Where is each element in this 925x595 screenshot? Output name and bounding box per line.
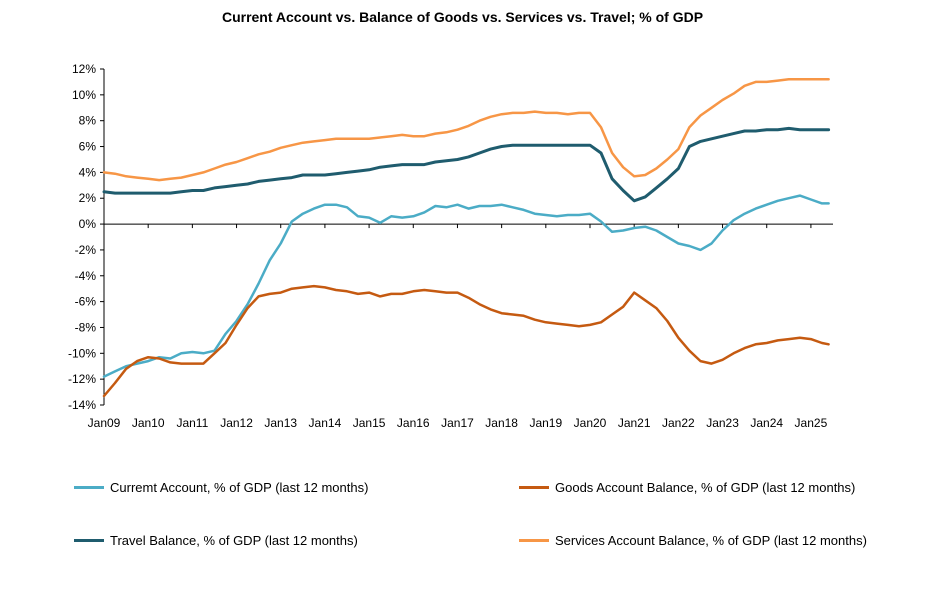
legend-item-goods-balance: Goods Account Balance, % of GDP (last 12… [519, 480, 855, 495]
x-tick-label: Jan18 [485, 416, 518, 430]
x-tick-label: Jan11 [176, 416, 208, 430]
y-tick-label: -12% [68, 372, 96, 386]
y-tick-label: 6% [79, 140, 97, 154]
x-tick-label: Jan22 [662, 416, 695, 430]
legend-item-services-balance: Services Account Balance, % of GDP (last… [519, 533, 867, 548]
x-tick-label: Jan23 [706, 416, 739, 430]
legend-item-travel-balance: Travel Balance, % of GDP (last 12 months… [74, 533, 358, 548]
x-tick-label: Jan10 [132, 416, 165, 430]
legend-swatch-services-balance [519, 539, 549, 542]
legend-swatch-travel-balance [74, 539, 104, 542]
series-lines-group [102, 78, 831, 398]
y-tick-label: 8% [79, 114, 97, 128]
x-tick-label: Jan21 [618, 416, 651, 430]
y-tick-label: -14% [68, 398, 96, 412]
x-tick-label: Jan19 [529, 416, 562, 430]
legend-item-current-account: Curremt Account, % of GDP (last 12 month… [74, 480, 368, 495]
y-tick-label: -10% [68, 346, 96, 360]
x-tick-label: Jan24 [750, 416, 783, 430]
x-tick-label: Jan25 [795, 416, 828, 430]
y-tick-label: -8% [75, 320, 97, 334]
x-tick-label: Jan17 [441, 416, 474, 430]
series-line-current-account [102, 194, 830, 378]
series-line-services-balance [102, 78, 830, 182]
axes-group [100, 68, 833, 406]
y-tick-label: 10% [72, 88, 96, 102]
legend-label-goods-balance: Goods Account Balance, % of GDP (last 12… [555, 480, 856, 495]
legend-swatch-goods-balance [519, 486, 549, 489]
y-tick-label: -2% [75, 243, 97, 257]
x-tick-labels-group: Jan09 Jan10 Jan11 Jan12 Jan13 Jan14 Jan15 Jan16… [88, 416, 828, 430]
y-tick-label: 2% [79, 191, 97, 205]
legend-label-travel-balance: Travel Balance, % of GDP (last 12 months… [110, 533, 358, 548]
y-tick-label: -6% [75, 295, 97, 309]
y-tick-label: 4% [79, 165, 97, 179]
x-tick-label: Jan16 [397, 416, 430, 430]
x-tick-label: Jan14 [309, 416, 342, 430]
legend-label-services-balance: Services Account Balance, % of GDP (last… [555, 533, 867, 548]
x-tick-label: Jan12 [220, 416, 253, 430]
chart-title: Current Account vs. Balance of Goods vs.… [221, 9, 704, 25]
legend-label-current-account: Curremt Account, % of GDP (last 12 month… [110, 480, 369, 495]
y-tick-label: 0% [79, 217, 97, 231]
legend-swatch-current-account [74, 486, 104, 489]
x-tick-label: Jan13 [264, 416, 297, 430]
series-line-travel-balance [102, 126, 831, 203]
x-tick-label: Jan15 [353, 416, 386, 430]
y-tick-labels-group: 12% 10% 8% 6% 4% 2% 0% -2% -4% -6% -8% -10% -12% -14% [68, 62, 96, 412]
y-tick-label: -4% [75, 269, 97, 283]
x-tick-label: Jan20 [574, 416, 607, 430]
y-tick-label: 12% [72, 62, 96, 76]
series-line-goods-balance [102, 284, 830, 398]
x-tick-label: Jan09 [88, 416, 121, 430]
